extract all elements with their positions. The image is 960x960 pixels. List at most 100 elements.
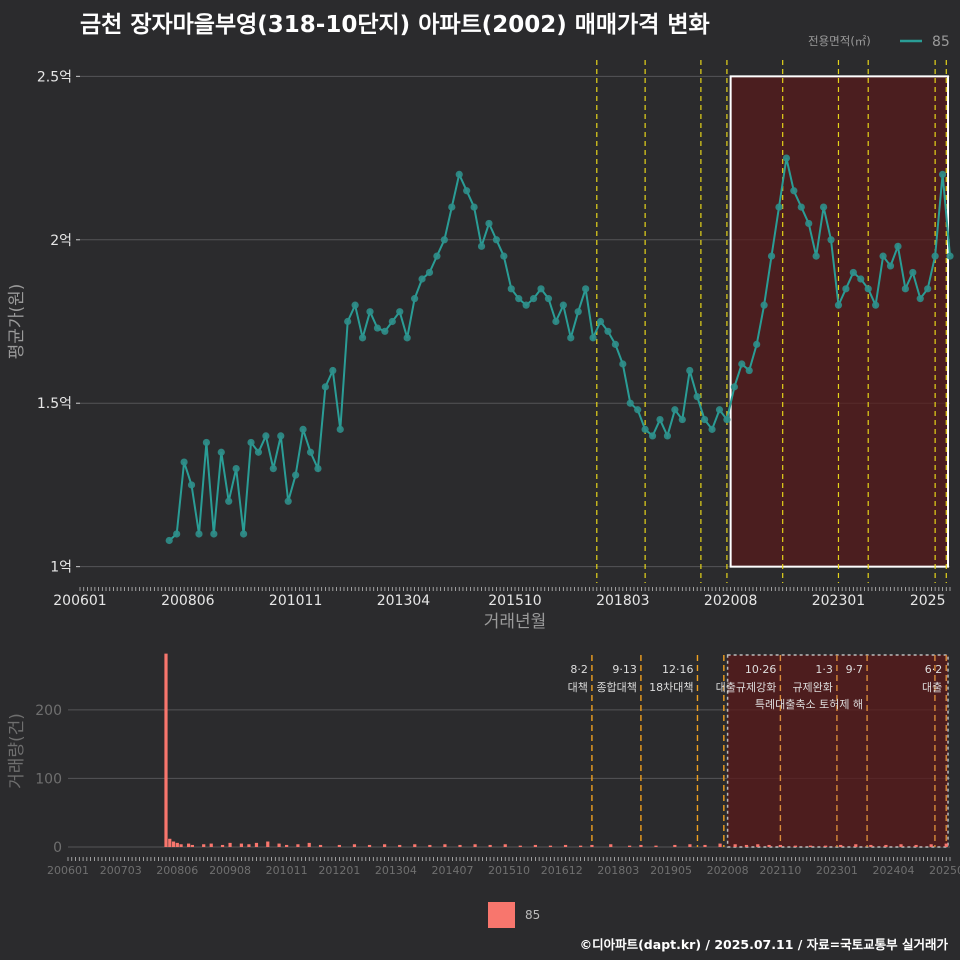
price-point — [358, 334, 367, 342]
price-point — [686, 366, 694, 375]
x-tick-label: 200908 — [209, 864, 251, 877]
x-tick-label: 201304 — [377, 593, 431, 609]
price-point — [797, 203, 805, 211]
volume-bar — [285, 844, 289, 847]
price-point — [567, 334, 575, 342]
price-point — [842, 285, 850, 293]
x-tick-label: 200703 — [100, 864, 142, 877]
price-point — [827, 236, 835, 244]
volume-bar — [673, 844, 677, 847]
price-point — [292, 471, 300, 479]
volume-bar — [179, 844, 183, 847]
x-axis-title: 거래년월 — [484, 612, 547, 632]
x-tick-label: 202301 — [812, 593, 865, 609]
price-point — [470, 203, 478, 211]
price-point — [202, 438, 211, 447]
x-tick-label: 201407 — [431, 864, 473, 877]
volume-bar — [209, 843, 213, 847]
price-point — [901, 285, 909, 293]
volume-bar — [352, 844, 357, 847]
price-point — [210, 530, 218, 538]
volume-bar — [247, 844, 251, 847]
price-point — [299, 425, 307, 433]
volume-bar — [413, 844, 417, 847]
volume-bar — [793, 845, 798, 847]
volume-bar — [639, 844, 643, 847]
volume-bar — [744, 844, 749, 847]
price-point — [626, 399, 634, 407]
x-tick-label: 202008 — [704, 593, 757, 609]
price-point — [760, 301, 768, 309]
volume-chart: 0 100 200 8·2 대책 9·13 종합대책 12·16 18차대책 10·26 대출규제강… — [7, 653, 960, 877]
price-point — [180, 458, 188, 466]
policy-date-label: 8·2 — [570, 663, 588, 676]
price-point — [396, 308, 404, 316]
volume-bar — [187, 843, 191, 847]
volume-bar — [171, 841, 176, 847]
volume-bar — [266, 841, 270, 847]
price-point — [187, 481, 196, 489]
price-point — [321, 383, 329, 391]
x-tick-label: 202008 — [707, 864, 749, 877]
price-point — [537, 285, 545, 293]
volume-bar — [899, 844, 903, 847]
policy-text-label: 대출규제강화 — [716, 681, 777, 694]
policy-text-label: 종합대책 — [596, 681, 636, 694]
policy-date-label: 1·3 — [815, 663, 833, 676]
price-point — [671, 406, 679, 414]
x-tick-label: 202110 — [759, 864, 801, 877]
x-tick-label: 201905 — [650, 864, 692, 877]
y-tick-label: 2억 — [50, 233, 72, 249]
x-tick-label: 201803 — [597, 864, 639, 877]
volume-bar — [533, 844, 537, 847]
price-point — [894, 242, 902, 250]
price-point — [775, 203, 783, 211]
price-point — [269, 464, 277, 473]
volume-bar — [563, 844, 568, 847]
volume-bar — [718, 843, 722, 847]
price-point — [864, 285, 872, 293]
x-tick-label: 200806 — [161, 593, 215, 609]
price-point — [477, 242, 486, 250]
x-tick-label: 202507 — [929, 864, 960, 877]
volume-bar — [609, 844, 613, 847]
price-point — [173, 530, 181, 538]
volume-bar — [944, 843, 948, 847]
volume-bar — [488, 844, 492, 847]
price-point — [314, 464, 322, 473]
price-point — [351, 301, 359, 309]
volume-bar — [337, 844, 341, 847]
price-point — [225, 497, 233, 505]
x-tick-label: 201803 — [596, 593, 649, 609]
price-point — [440, 236, 448, 244]
source-footer: ©디아파트(dapt.kr) / 2025.07.11 / 자료=국토교통부 실… — [579, 937, 948, 952]
volume-bar — [175, 842, 179, 847]
price-point — [819, 203, 828, 211]
x-tick-label: 200806 — [156, 864, 198, 877]
price-point — [574, 308, 582, 316]
price-point — [425, 268, 434, 277]
price-point — [165, 536, 173, 545]
price-point — [663, 432, 672, 440]
price-point — [485, 219, 493, 228]
volume-bar — [590, 844, 594, 847]
volume-bar — [228, 842, 232, 847]
price-point — [946, 252, 954, 260]
price-point — [388, 317, 396, 326]
price-point — [373, 324, 382, 332]
price-point — [812, 252, 820, 260]
volume-bar — [220, 844, 225, 847]
volume-bar — [703, 844, 707, 847]
price-point — [849, 268, 857, 277]
volume-bar — [254, 842, 259, 847]
price-point — [381, 327, 389, 335]
volume-bar — [277, 843, 281, 847]
price-point — [886, 262, 895, 270]
policy-date-label: 6·2 — [925, 663, 943, 676]
volume-bar — [190, 844, 194, 847]
price-point — [730, 383, 738, 391]
price-point — [522, 301, 530, 309]
price-point — [277, 432, 285, 440]
volume-bar — [239, 843, 243, 847]
